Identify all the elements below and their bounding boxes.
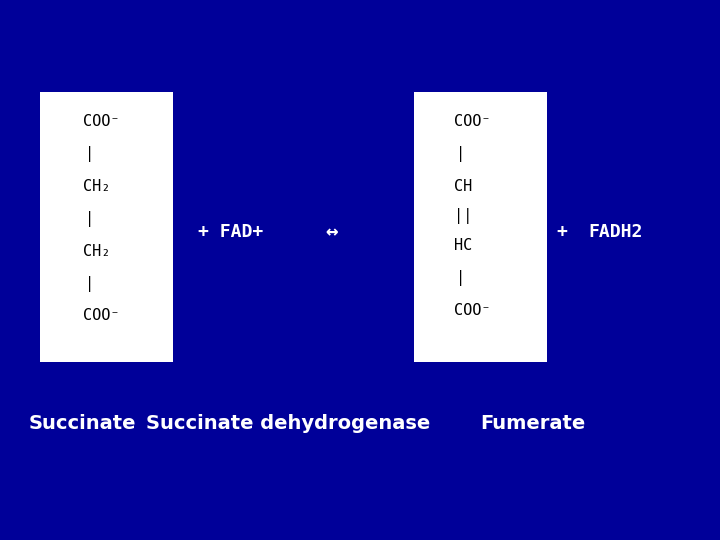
Text: +: +: [556, 223, 567, 241]
Text: |: |: [85, 211, 94, 227]
Text: COO⁻: COO⁻: [83, 308, 120, 323]
Text: FADH2: FADH2: [588, 223, 643, 241]
Text: + FAD+: + FAD+: [198, 223, 263, 241]
Text: CH₂: CH₂: [83, 244, 110, 259]
Text: |: |: [456, 146, 465, 162]
Bar: [40, 92, 173, 362]
Text: COO⁻: COO⁻: [454, 114, 490, 129]
Text: ||: ||: [454, 208, 472, 224]
Text: COO⁻: COO⁻: [83, 114, 120, 129]
Text: CH: CH: [454, 179, 472, 194]
Text: COO⁻: COO⁻: [454, 303, 490, 318]
Text: |: |: [85, 146, 94, 162]
Text: Fumerate: Fumerate: [480, 414, 585, 434]
Bar: [414, 92, 547, 362]
Text: ↔: ↔: [325, 222, 338, 242]
Text: |: |: [456, 270, 465, 286]
Text: Succinate: Succinate: [29, 414, 137, 434]
Text: |: |: [85, 275, 94, 292]
Text: CH₂: CH₂: [83, 179, 110, 194]
Text: Succinate dehydrogenase: Succinate dehydrogenase: [146, 414, 430, 434]
Text: HC: HC: [454, 238, 472, 253]
